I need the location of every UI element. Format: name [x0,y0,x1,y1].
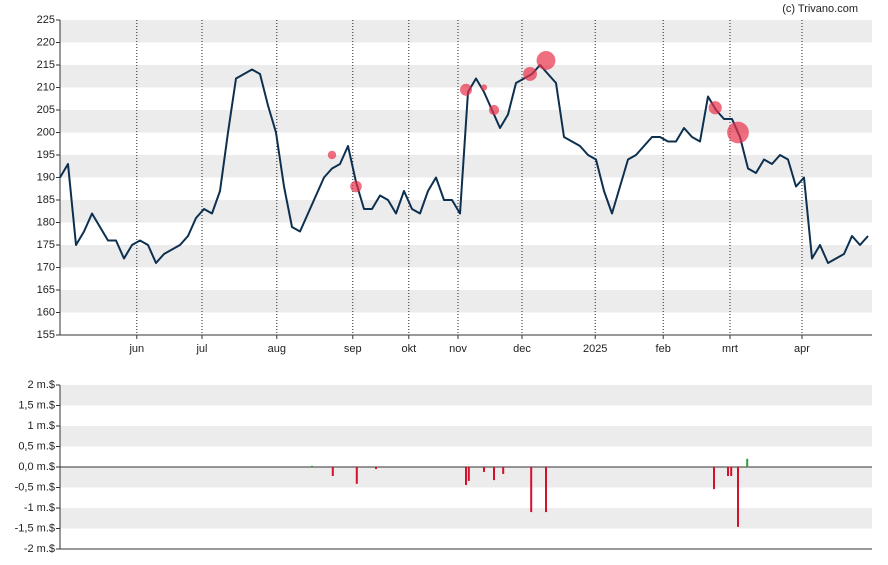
trade-bubble [523,67,537,81]
bar [727,467,729,477]
bar [713,467,715,490]
y-tick-label: 175 [37,239,55,251]
bar [493,467,495,481]
y-tick-label: 225 [37,14,55,26]
bar [483,467,485,472]
grid-band [60,385,872,406]
trade-bubble [708,101,722,115]
bar [545,467,547,513]
grid-band [60,426,872,447]
y-tick-label: 0,5 m.$ [18,440,55,452]
y-tick-label: 1,5 m.$ [18,399,55,411]
x-tick-label: okt [401,343,416,355]
bar [331,467,334,477]
y-tick-label: 195 [37,149,55,161]
grid-band [60,20,872,43]
x-tick-label: nov [449,343,467,355]
y-tick-label: 1 m.$ [27,420,55,432]
grid-band [60,155,872,178]
x-tick-label: jun [128,343,144,355]
y-tick-label: 185 [37,194,55,206]
x-tick-label: sep [344,343,362,355]
trade-bubble [460,83,472,96]
bar [465,467,467,486]
bar [467,467,470,481]
y-tick-label: 165 [37,284,55,296]
price-line [59,64,869,264]
x-tick-label: 2025 [583,343,607,355]
bar [502,467,505,474]
y-tick-label: 220 [37,36,55,48]
y-tick-label: 170 [37,261,55,273]
bar [730,467,733,477]
y-tick-label: 155 [37,329,55,341]
y-tick-label: -1,5 m.$ [15,522,55,534]
bar [746,458,749,467]
trade-bubble [727,121,749,144]
grid-band [60,245,872,268]
bar [311,465,313,467]
trade-bubble [536,51,556,70]
y-tick-label: 205 [37,104,55,116]
grid-band [60,200,872,223]
bar [375,467,377,470]
y-tick-label: 180 [37,216,55,228]
credit: (c) Trivano.com [782,3,858,15]
trade-bubble [480,84,488,91]
y-tick-label: -2 m.$ [24,543,55,555]
grid-band [60,508,872,529]
bar [737,467,739,527]
y-tick-label: 0,0 m.$ [18,461,55,473]
bar [355,467,358,484]
y-tick-label: 2 m.$ [27,379,55,391]
x-tick-label: mrt [722,343,738,355]
x-tick-label: apr [794,343,810,355]
y-tick-label: 200 [37,126,55,138]
y-tick-label: 160 [37,306,55,318]
trade-bubble [488,104,500,116]
x-tick-label: jul [195,343,207,355]
x-tick-label: aug [268,343,286,355]
y-tick-label: -0,5 m.$ [15,481,55,493]
grid-band [60,290,872,313]
bar [530,467,533,513]
y-tick-label: -1 m.$ [24,502,55,514]
x-tick-label: dec [513,343,531,355]
trade-bubble [327,150,337,160]
trade-bubble [350,180,362,193]
y-tick-label: 210 [37,81,55,93]
x-tick-label: feb [656,343,671,355]
y-tick-label: 190 [37,171,55,183]
y-tick-label: 215 [37,59,55,71]
